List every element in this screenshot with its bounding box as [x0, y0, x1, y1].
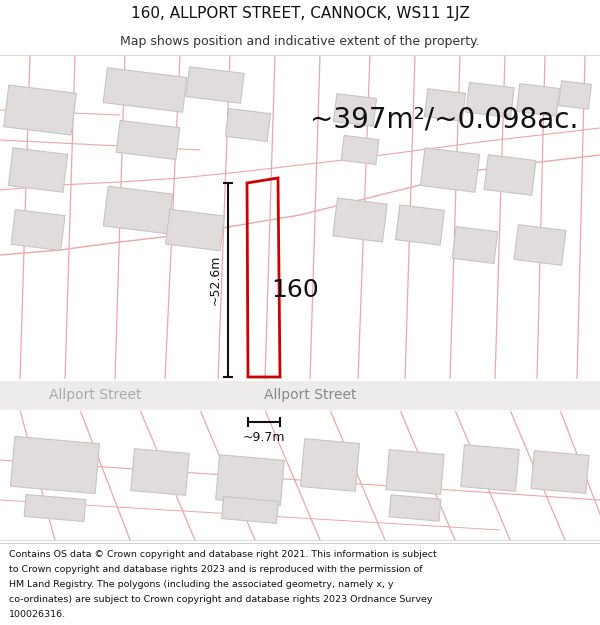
Polygon shape [333, 198, 387, 242]
Polygon shape [131, 449, 189, 496]
Text: to Crown copyright and database rights 2023 and is reproduced with the permissio: to Crown copyright and database rights 2… [9, 565, 422, 574]
Text: 160: 160 [271, 278, 319, 302]
Polygon shape [103, 186, 173, 234]
Polygon shape [10, 436, 100, 494]
Text: ~52.6m: ~52.6m [209, 255, 221, 305]
Polygon shape [386, 449, 444, 494]
Text: Contains OS data © Crown copyright and database right 2021. This information is : Contains OS data © Crown copyright and d… [9, 550, 437, 559]
Text: Allport Street: Allport Street [264, 388, 356, 402]
Polygon shape [461, 444, 519, 491]
Polygon shape [116, 121, 180, 159]
Text: ~397m²/~0.098ac.: ~397m²/~0.098ac. [310, 106, 578, 134]
Polygon shape [466, 82, 514, 118]
Polygon shape [8, 148, 68, 192]
Polygon shape [514, 225, 566, 265]
Text: 160, ALLPORT STREET, CANNOCK, WS11 1JZ: 160, ALLPORT STREET, CANNOCK, WS11 1JZ [131, 6, 469, 21]
Text: Map shows position and indicative extent of the property.: Map shows position and indicative extent… [120, 35, 480, 48]
Text: HM Land Registry. The polygons (including the associated geometry, namely x, y: HM Land Registry. The polygons (includin… [9, 580, 394, 589]
Polygon shape [11, 209, 65, 251]
Polygon shape [334, 94, 377, 126]
Polygon shape [103, 68, 187, 112]
Polygon shape [559, 81, 592, 109]
Polygon shape [517, 84, 560, 116]
Polygon shape [186, 67, 244, 103]
Polygon shape [4, 85, 76, 135]
Polygon shape [424, 89, 466, 121]
Polygon shape [301, 439, 359, 491]
Polygon shape [452, 226, 498, 264]
Text: Allport Street: Allport Street [49, 388, 141, 402]
Polygon shape [341, 136, 379, 164]
Text: 100026316.: 100026316. [9, 610, 66, 619]
Polygon shape [24, 494, 86, 522]
Polygon shape [215, 455, 284, 505]
Polygon shape [395, 205, 445, 245]
Polygon shape [484, 155, 536, 195]
Text: co-ordinates) are subject to Crown copyright and database rights 2023 Ordnance S: co-ordinates) are subject to Crown copyr… [9, 595, 433, 604]
Bar [0, 380, 600, 410]
Polygon shape [389, 495, 441, 521]
Text: ~9.7m: ~9.7m [243, 431, 285, 444]
Polygon shape [166, 209, 224, 251]
Polygon shape [421, 148, 479, 192]
Polygon shape [226, 109, 271, 141]
Polygon shape [531, 451, 589, 493]
Polygon shape [221, 497, 278, 523]
